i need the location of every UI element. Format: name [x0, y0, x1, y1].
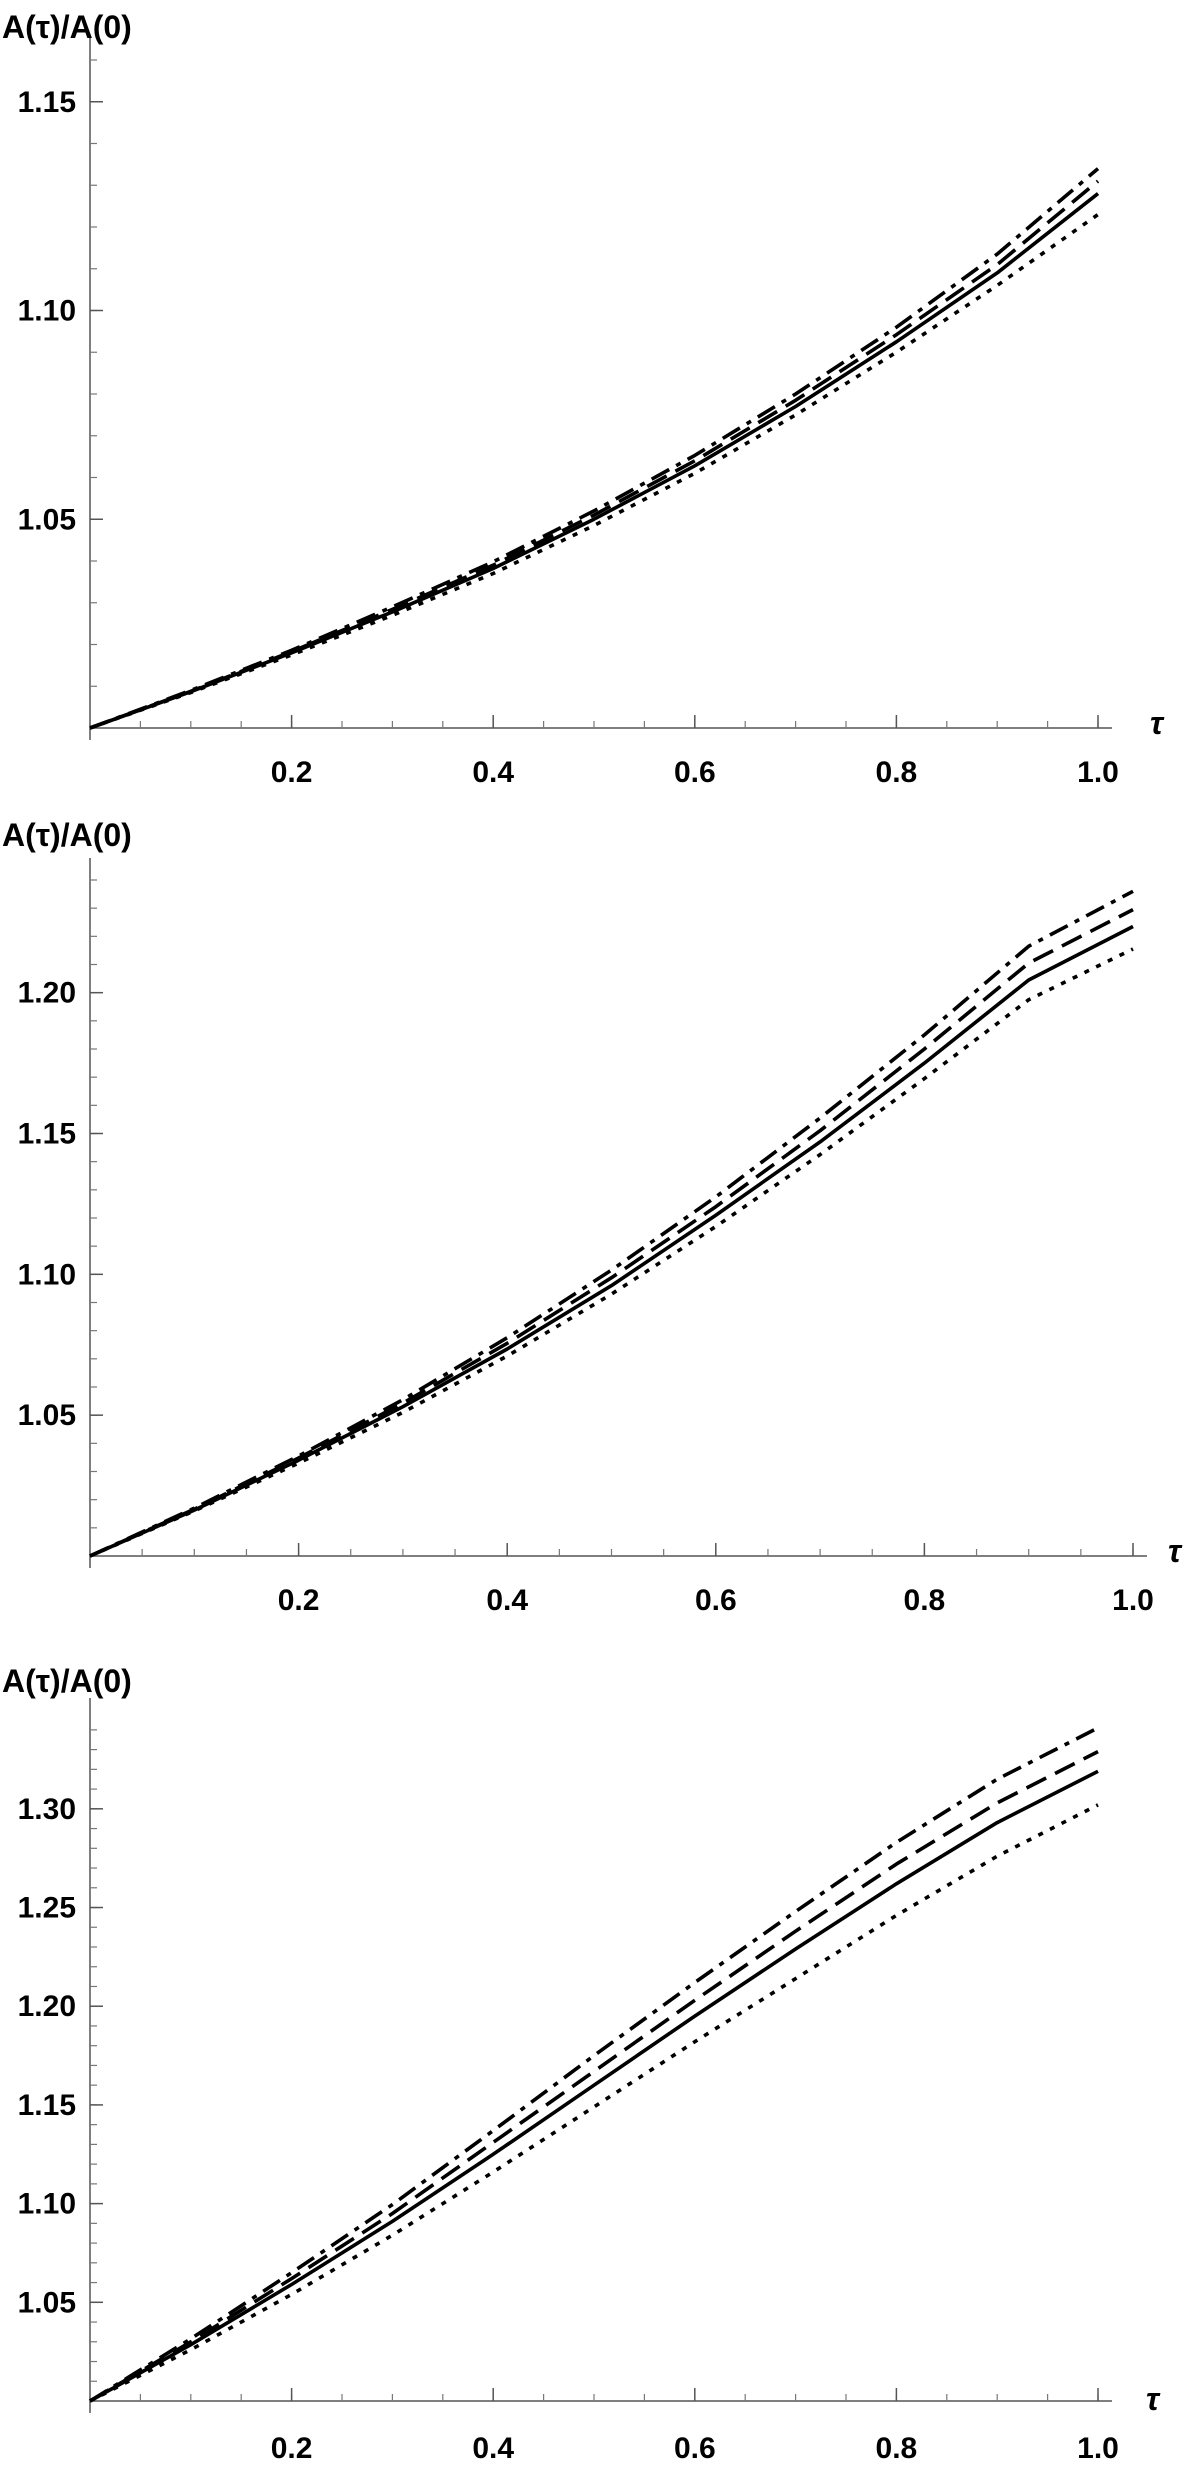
- y-tick-label: 1.30: [18, 1793, 76, 1826]
- series-line-dashed: [89, 907, 1134, 1558]
- y-axis-label: A(τ)/A(0): [2, 9, 132, 45]
- x-tick-label: 0.8: [876, 2432, 918, 2465]
- x-tick-label: 0.8: [876, 756, 918, 789]
- x-tick-label: 0.8: [904, 1584, 946, 1617]
- y-tick-label: 1.10: [18, 2188, 76, 2221]
- x-tick-label: 0.2: [278, 1584, 320, 1617]
- x-tick-label: 0.4: [486, 1584, 528, 1617]
- x-tick-label: 0.2: [271, 2432, 313, 2465]
- y-tick-label: 1.10: [18, 1258, 76, 1291]
- series-line-dashed: [89, 1749, 1099, 2403]
- series-line-dashed: [89, 179, 1100, 730]
- x-axis-label: τ: [1150, 705, 1165, 741]
- x-axis-label: τ: [1168, 1533, 1183, 1569]
- y-tick-label: 1.25: [18, 1892, 76, 1925]
- series-line-dashdot: [89, 167, 1100, 730]
- x-tick-label: 0.6: [695, 1584, 737, 1617]
- y-tick-label: 1.10: [18, 295, 76, 328]
- y-tick-label: 1.20: [18, 1990, 76, 2023]
- series-line-dashdot: [89, 1726, 1099, 2403]
- chart-panel-1: 0.2 0.4 0.6 0.8 1.0 1.05 1.10 1.15 A(τ)/A(0) τ: [2, 9, 1165, 789]
- x-tick-label: 1.0: [1077, 2432, 1119, 2465]
- y-tick-label: 1.05: [18, 2286, 76, 2319]
- y-axis-label: A(τ)/A(0): [2, 817, 132, 853]
- x-tick-label: 0.4: [472, 2432, 514, 2465]
- y-tick-label: 1.05: [18, 503, 76, 536]
- x-tick-label: 0.2: [271, 756, 313, 789]
- chart-panel-3: 0.2 0.4 0.6 0.8 1.0 1.05 1.10 1.15 1.20 1.25 1.30 A…: [2, 1663, 1161, 2465]
- x-tick-label: 0.6: [674, 756, 716, 789]
- x-tick-label: 0.4: [472, 756, 514, 789]
- series-line-dashdot: [89, 889, 1134, 1558]
- series-line-dotted: [89, 947, 1134, 1558]
- y-tick-label: 1.05: [18, 1399, 76, 1432]
- series-line-dotted: [89, 213, 1100, 730]
- y-tick-label: 1.20: [18, 977, 76, 1010]
- y-tick-label: 1.15: [18, 2089, 76, 2122]
- x-tick-label: 1.0: [1077, 756, 1119, 789]
- chart-panel-2: 0.2 0.4 0.6 0.8 1.0 1.05 1.10 1.15 1.20 A(τ)/A(0)…: [2, 817, 1183, 1617]
- y-axis-label: A(τ)/A(0): [2, 1663, 132, 1699]
- y-tick-label: 1.15: [18, 1118, 76, 1151]
- series-line-solid: [89, 1769, 1099, 2403]
- x-axis-label: τ: [1146, 2381, 1161, 2417]
- x-tick-label: 0.6: [674, 2432, 716, 2465]
- y-tick-label: 1.15: [18, 86, 76, 119]
- series-line-solid: [89, 924, 1134, 1558]
- x-tick-label: 1.0: [1112, 1584, 1154, 1617]
- series-line-solid: [89, 192, 1100, 730]
